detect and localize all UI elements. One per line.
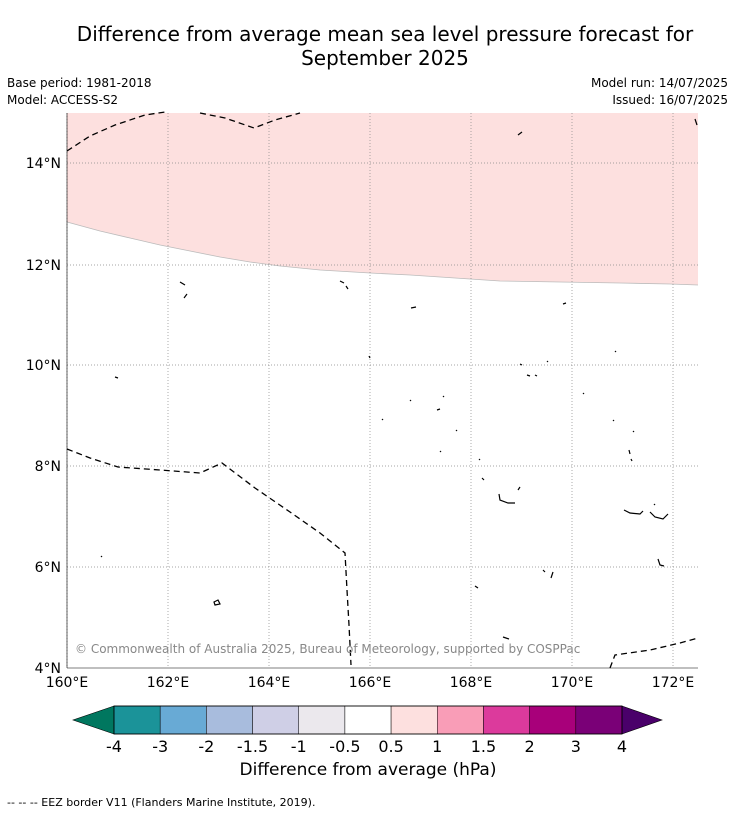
island [562, 302, 567, 305]
colorbar-tick-label: -1.5 [237, 737, 268, 756]
colorbar-outline [113, 705, 623, 735]
island [114, 376, 119, 379]
lon-tick-label: 164°E [248, 675, 291, 691]
atoll [657, 558, 665, 567]
atoll [623, 509, 669, 520]
eez-border-north-west [66, 111, 166, 152]
colorbar-bin [390, 705, 438, 735]
colorbar: -4 -3 -2 -1.5 -1 -0.5 0.5 1 1.5 2 3 4 [72, 705, 663, 756]
island-group [612, 419, 635, 462]
colorbar-tick-label: -4 [106, 737, 122, 756]
copyright-notice: © Commonwealth of Australia 2025, Bureau… [75, 642, 580, 656]
base-period: Base period: 1981-2018 [7, 76, 152, 90]
latitude-ticks: 4°N 6°N 8°N 10°N 12°N 14°N [26, 156, 61, 677]
island-group [409, 395, 445, 411]
lat-tick-label: 6°N [35, 560, 61, 576]
atoll [213, 599, 221, 606]
colorbar-bin [252, 705, 299, 735]
island [517, 131, 523, 136]
colorbar-tick-labels: -4 -3 -2 -1.5 -1 -0.5 0.5 1 1.5 2 3 4 [106, 737, 627, 756]
model-name: Model: ACCESS-S2 [7, 93, 119, 107]
island [694, 118, 698, 126]
lat-tick-label: 12°N [26, 258, 61, 274]
lat-tick-label: 4°N [35, 661, 61, 677]
meta-left: Base period: 1981-2018 Model: ACCESS-S2 [7, 75, 152, 109]
lat-tick-label: 14°N [26, 156, 61, 172]
colorbar-bins [113, 705, 623, 735]
colorbar-tick-label: 2 [525, 737, 535, 756]
anomaly-region-0-5-to-1 [67, 113, 698, 285]
island [653, 503, 656, 506]
colorbar-bin [344, 705, 392, 735]
eez-border-south-west [66, 448, 352, 666]
map-panel: © Commonwealth of Australia 2025, Bureau… [66, 111, 699, 669]
colorbar-tick-label: 0.5 [378, 737, 403, 756]
island [410, 306, 417, 309]
meta-right: Model run: 14/07/2025 Issued: 16/07/2025 [591, 75, 728, 109]
longitude-ticks: 160°E 162°E 164°E 166°E 168°E 170°E 172°… [46, 675, 695, 691]
colorbar-bin [483, 705, 530, 735]
colorbar-tick-label: -2 [198, 737, 214, 756]
colorbar-tick-label: 1.5 [471, 737, 496, 756]
colorbar-bin [206, 705, 253, 735]
colorbar-label: Difference from average (hPa) [239, 760, 497, 780]
anomaly-contour-line [66, 221, 699, 286]
colorbar-tick-label: 3 [571, 737, 581, 756]
colorbar-bin [575, 705, 623, 735]
colorbar-bin [529, 705, 577, 735]
island-group [542, 569, 554, 579]
island [179, 281, 186, 286]
island-group [519, 360, 549, 377]
lat-tick-label: 8°N [35, 459, 61, 475]
title-line-1: Difference from average mean sea level p… [76, 22, 694, 46]
colorbar-tick-label: 4 [617, 737, 627, 756]
colorbar-tick-label: -3 [152, 737, 168, 756]
atoll [498, 486, 521, 504]
eez-footnote: -- -- -- EEZ border V11 (Flanders Marine… [7, 796, 316, 809]
colorbar-high-extend [621, 705, 663, 735]
title-line-2: September 2025 [301, 46, 469, 70]
colorbar-bin [113, 705, 161, 735]
island [183, 293, 188, 299]
lon-tick-label: 170°E [551, 675, 594, 691]
colorbar-bin [298, 705, 346, 735]
lat-tick-label: 10°N [26, 358, 61, 374]
island [100, 555, 103, 558]
colorbar-tick-label: -1 [291, 737, 307, 756]
island-group [582, 350, 617, 395]
island [368, 355, 371, 359]
islands [100, 118, 698, 640]
chart-title: Difference from average mean sea level p… [40, 22, 730, 70]
gridlines [66, 113, 698, 668]
lon-tick-label: 168°E [450, 675, 493, 691]
lon-tick-label: 172°E [652, 675, 695, 691]
colorbar-bin [159, 705, 207, 735]
colorbar-tick-label: -0.5 [329, 737, 360, 756]
model-run: Model run: 14/07/2025 [590, 76, 728, 90]
issued-date: Issued: 16/07/2025 [612, 93, 728, 107]
lon-tick-label: 162°E [147, 675, 190, 691]
island [502, 636, 510, 640]
colorbar-bin [437, 705, 484, 735]
island [339, 280, 349, 290]
lon-tick-label: 166°E [349, 675, 392, 691]
island-group [381, 418, 458, 453]
colorbar-low-extend [72, 705, 115, 735]
lon-tick-label: 160°E [46, 675, 89, 691]
island-group [478, 458, 485, 481]
island [474, 585, 479, 589]
colorbar-tick-label: 1 [432, 737, 442, 756]
eez-borders [66, 111, 699, 669]
